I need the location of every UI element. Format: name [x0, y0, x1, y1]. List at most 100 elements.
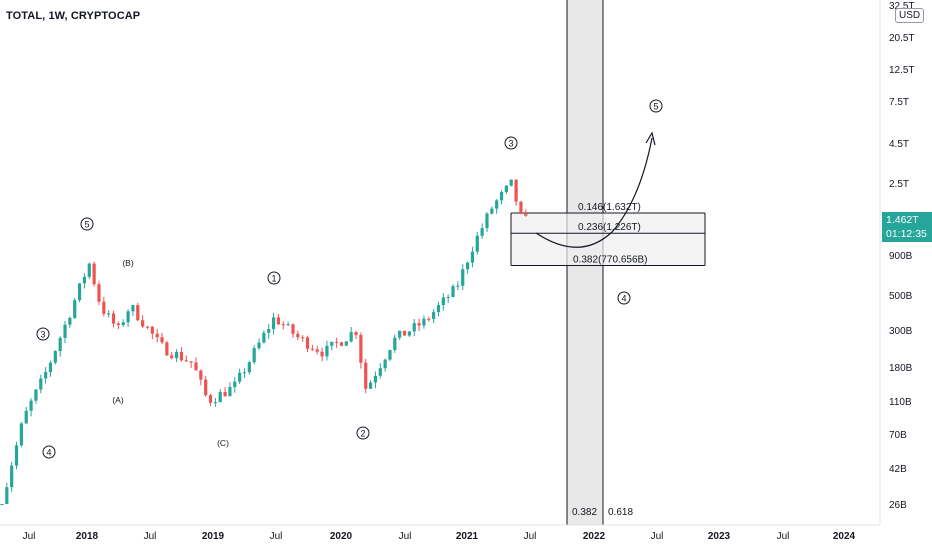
- candle-body: [10, 465, 14, 488]
- y-tick-label: 20.5T: [889, 33, 915, 44]
- candle-body: [223, 391, 227, 397]
- candle-body: [373, 375, 378, 383]
- candle-body: [354, 332, 358, 335]
- candle-body: [189, 361, 193, 363]
- candle-body: [398, 330, 402, 338]
- x-tick-label: Jul: [144, 531, 157, 542]
- candle-body: [184, 360, 188, 362]
- candle-body: [97, 284, 101, 302]
- x-tick-label: Jul: [651, 531, 664, 542]
- x-tick-label: 2024: [833, 531, 856, 542]
- currency-badge[interactable]: USD: [895, 8, 925, 23]
- candle-body: [0, 504, 4, 505]
- candle-body: [305, 337, 310, 349]
- candle-body: [276, 317, 281, 325]
- y-tick-label: 42B: [889, 464, 907, 475]
- y-tick-label: 32.5T: [889, 1, 915, 12]
- fib-zone-fill: [511, 213, 705, 266]
- candle-body: [34, 389, 38, 401]
- wave-label: (A): [112, 395, 124, 405]
- x-tick-label: 2018: [76, 531, 99, 542]
- candle-body: [213, 402, 217, 404]
- candle-body: [208, 395, 213, 403]
- candle-body: [291, 324, 295, 334]
- candle-body: [44, 372, 48, 379]
- time-axis[interactable]: Jul 2018 Jul 2019 Jul 2020 Jul 2021 Jul 2022 Jul 20…: [0, 524, 880, 542]
- candle-body: [427, 318, 431, 320]
- candle-body: [499, 192, 504, 201]
- candle-body: [490, 208, 494, 214]
- time-fib-label: 0.382: [572, 507, 597, 518]
- candle-body: [325, 345, 329, 357]
- candle-body: [485, 213, 489, 229]
- y-tick-label: 26B: [889, 500, 907, 511]
- candle-body: [5, 487, 9, 504]
- candle-body: [441, 297, 445, 306]
- candle-body: [141, 320, 145, 327]
- candle-body: [39, 378, 43, 390]
- candle-body: [53, 351, 57, 363]
- candle-body: [339, 342, 344, 346]
- price-axis[interactable]: 32.5T 20.5T 12.5T 7.5T 4.5T 2.5T 900B 500B 300B 1…: [879, 0, 915, 525]
- y-tick-label: 7.5T: [889, 97, 909, 108]
- candle-body: [422, 318, 426, 326]
- candle-body: [257, 342, 261, 349]
- x-tick-label: 2023: [708, 531, 731, 542]
- candle-body: [475, 235, 479, 252]
- candle-body: [131, 305, 135, 312]
- candle-body: [145, 326, 150, 328]
- candle-body: [121, 322, 125, 326]
- candle-body: [393, 337, 397, 351]
- candle-body: [378, 368, 382, 376]
- candle-body: [242, 372, 247, 374]
- wave-label: 1: [271, 274, 276, 284]
- candle-body: [238, 372, 242, 382]
- x-tick-label: Jul: [399, 531, 412, 542]
- wave-label: 3: [40, 330, 45, 340]
- candle-body: [320, 351, 324, 357]
- candle-body: [126, 311, 130, 323]
- fib-level-labels: 0.146(1.632T) 0.236(1.226T) 0.382(770.656B…: [573, 202, 648, 266]
- wave-label: 5: [84, 220, 89, 230]
- y-tick-label: 2.5T: [889, 179, 909, 190]
- candle-body: [480, 228, 484, 236]
- candle-body: [170, 355, 174, 359]
- elliott-wave-labels: 3 4 5 (A) (B) (C) 1 2 3 4 5: [36, 99, 663, 459]
- x-tick-label: Jul: [777, 531, 790, 542]
- x-tick-label: 2019: [202, 531, 225, 542]
- candle-body: [247, 362, 251, 373]
- wave-label-circle: [649, 99, 663, 113]
- projection-arrowhead: [645, 131, 656, 146]
- candle-body: [228, 387, 232, 397]
- candle-body: [461, 269, 465, 286]
- candle-body: [252, 348, 256, 363]
- wave-label-circle: [36, 327, 50, 341]
- wave-label: (C): [217, 438, 229, 448]
- candle-body: [349, 332, 353, 342]
- candle-body: [407, 331, 411, 336]
- y-tick-label: 4.5T: [889, 139, 909, 150]
- candle-body: [102, 301, 106, 314]
- y-tick-label: 12.5T: [889, 65, 915, 76]
- candle-body: [68, 317, 72, 325]
- candle-body: [107, 313, 111, 315]
- candle-body: [456, 285, 460, 287]
- candle-body: [524, 213, 528, 216]
- candle-body: [262, 332, 266, 343]
- candle-body: [412, 323, 416, 332]
- candle-body: [82, 276, 87, 284]
- wave-label: (B): [122, 258, 134, 268]
- x-tick-label: 2020: [330, 531, 353, 542]
- candle-body: [58, 337, 62, 352]
- y-tick-label: 500B: [889, 291, 913, 302]
- candle-body: [179, 351, 184, 361]
- fib-level-label: 0.146(1.632T): [578, 202, 641, 213]
- fib-level-label: 0.382(770.656B): [573, 255, 648, 266]
- wave-label-circle: [617, 291, 631, 305]
- y-tick-label: 180B: [889, 363, 913, 374]
- candle-body: [199, 370, 203, 380]
- bar-countdown: 01:12:35: [886, 228, 927, 240]
- candle-body: [286, 324, 290, 326]
- fib-level-label: 0.236(1.226T): [578, 222, 641, 233]
